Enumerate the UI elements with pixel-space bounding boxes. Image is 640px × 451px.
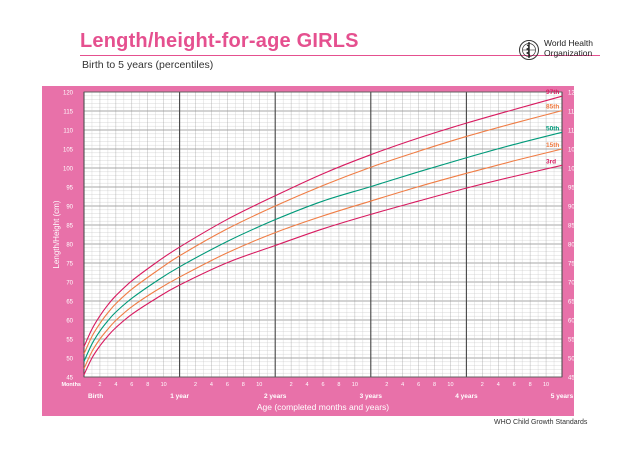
x-month-tick-label: 8 <box>337 382 340 388</box>
y-tick-label-right: 50 <box>568 357 574 363</box>
x-year-label: 3 years <box>360 393 383 400</box>
x-year-label: 1 year <box>170 393 189 400</box>
x-month-tick-label: 4 <box>306 382 309 388</box>
percentile-label-97th: 97th <box>546 89 559 96</box>
page-subtitle: Birth to 5 years (percentiles) <box>82 59 214 71</box>
x-month-tick-label: 8 <box>146 382 149 388</box>
x-month-tick-label: 10 <box>543 382 549 388</box>
y-tick-label-right: 100 <box>568 167 574 173</box>
x-month-tick-label: 2 <box>385 382 388 388</box>
y-tick-label: 70 <box>66 281 73 287</box>
plot-border <box>83 91 563 378</box>
x-month-tick-label: 10 <box>256 382 262 388</box>
y-axis-title: Length/Height (cm) <box>52 200 61 268</box>
y-tick-label: 75 <box>66 262 73 268</box>
x-year-label: 2 years <box>264 393 287 400</box>
y-tick-label-right: 65 <box>568 300 574 306</box>
y-tick-label-right: 95 <box>568 186 574 192</box>
y-tick-label: 80 <box>66 243 73 249</box>
x-month-tick-label: 2 <box>290 382 293 388</box>
x-month-tick-label: 4 <box>114 382 117 388</box>
y-tick-label: 90 <box>66 205 73 211</box>
y-tick-label-right: 85 <box>568 224 574 230</box>
y-tick-label: 55 <box>66 338 73 344</box>
y-tick-label-right: 105 <box>568 148 574 154</box>
title-divider <box>80 55 600 56</box>
y-tick-label-right: 80 <box>568 243 574 249</box>
who-org-line2: Organization <box>544 48 593 58</box>
percentile-curve-50th <box>83 131 563 362</box>
percentile-curve-85th <box>83 110 563 355</box>
x-month-tick-label: 6 <box>130 382 133 388</box>
x-month-tick-label: 2 <box>98 382 101 388</box>
x-month-tick-label: 8 <box>529 382 532 388</box>
y-tick-label-right: 120 <box>568 91 574 97</box>
x-month-tick-label: 2 <box>481 382 484 388</box>
x-month-tick-label: 6 <box>226 382 229 388</box>
who-logo-block: World Health Organization <box>518 38 608 64</box>
growth-chart: 45 45 50 50 55 55 60 60 65 65 70 70 75 75 80 80 85 85 90 90… <box>42 86 574 416</box>
y-tick-label-right: 90 <box>568 205 574 211</box>
x-month-tick-label: 6 <box>321 382 324 388</box>
y-tick-label: 110 <box>63 129 73 135</box>
y-tick-label-right: 60 <box>568 319 574 325</box>
percentile-curve-97th <box>83 95 563 347</box>
percentile-label-3rd: 3rd <box>546 158 556 165</box>
x-month-tick-label: 6 <box>513 382 516 388</box>
y-tick-label: 100 <box>63 167 74 173</box>
percentile-label-15th: 15th <box>546 142 559 149</box>
y-tick-label-right: 45 <box>568 376 574 382</box>
x-month-tick-label: 6 <box>417 382 420 388</box>
x-axis-title: Age (completed months and years) <box>257 402 389 412</box>
x-month-tick-label: 10 <box>447 382 453 388</box>
y-tick-label: 115 <box>63 110 73 116</box>
x-month-tick-label: 8 <box>433 382 436 388</box>
y-tick-label: 120 <box>63 91 74 97</box>
y-tick-label-right: 75 <box>568 262 574 268</box>
percentile-label-85th: 85th <box>546 104 559 111</box>
footer-source: WHO Child Growth Standards <box>494 419 588 426</box>
x-month-tick-label: 10 <box>161 382 167 388</box>
x-month-tick-label: 2 <box>194 382 197 388</box>
x-month-tick-label: 4 <box>401 382 404 388</box>
x-year-label: 5 years <box>551 393 574 400</box>
y-tick-label-right: 70 <box>568 281 574 287</box>
y-tick-label: 45 <box>66 376 73 382</box>
y-tick-label-right: 110 <box>568 129 574 135</box>
y-tick-label: 95 <box>66 186 73 192</box>
y-tick-label-right: 55 <box>568 338 574 344</box>
who-org-line1: World Health <box>544 38 593 48</box>
x-months-label: Months <box>61 382 81 388</box>
page-title: Length/height-for-age GIRLS <box>80 30 359 52</box>
y-tick-label: 105 <box>63 148 74 154</box>
x-year-label: Birth <box>88 393 103 400</box>
percentile-curve-15th <box>83 148 563 369</box>
y-tick-label: 85 <box>66 224 73 230</box>
y-tick-label: 50 <box>66 357 73 363</box>
x-month-tick-label: 4 <box>210 382 213 388</box>
percentile-label-50th: 50th <box>546 125 559 132</box>
x-year-label: 4 years <box>455 393 478 400</box>
x-month-tick-label: 8 <box>242 382 245 388</box>
x-month-tick-label: 10 <box>352 382 358 388</box>
y-tick-label: 60 <box>66 319 73 325</box>
percentile-curve-3rd <box>83 164 563 375</box>
x-month-tick-label: 4 <box>497 382 500 388</box>
y-tick-label-right: 115 <box>568 110 574 116</box>
who-org-name: World Health Organization <box>544 38 593 58</box>
y-tick-label: 65 <box>66 300 73 306</box>
who-emblem-icon <box>519 40 539 60</box>
